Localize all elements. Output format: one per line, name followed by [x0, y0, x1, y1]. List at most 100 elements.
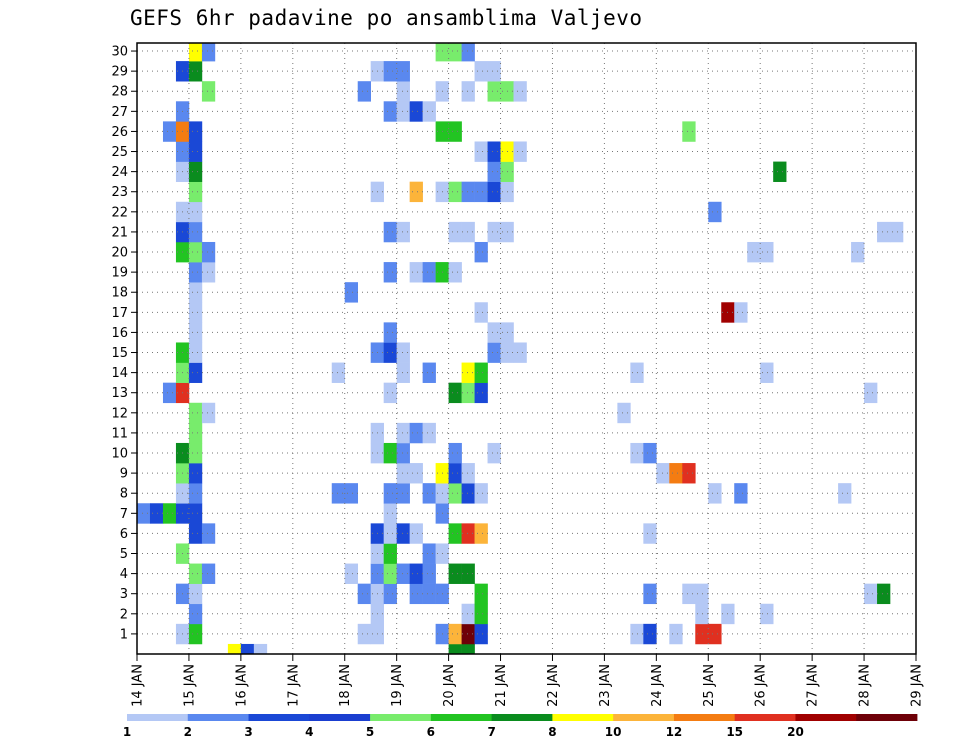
x-tick-label: 14 JAN	[131, 664, 146, 707]
heatmap-cell	[448, 121, 462, 142]
y-tick-label: 28	[111, 85, 128, 100]
heatmap-cell	[331, 362, 346, 383]
heatmap-cell	[422, 543, 436, 564]
heatmap-cell	[396, 362, 410, 383]
y-tick-label: 22	[111, 205, 128, 220]
heatmap-cell	[461, 463, 475, 484]
heatmap-cell	[188, 161, 203, 182]
heatmap-cell	[643, 623, 657, 645]
heatmap-cell	[461, 362, 475, 383]
heatmap-cell	[448, 181, 462, 203]
heatmap-cell	[409, 523, 423, 544]
heatmap-cell	[422, 483, 436, 504]
heatmap-cell	[188, 442, 203, 464]
heatmap-cell	[448, 643, 462, 654]
legend-label: 4	[305, 725, 313, 739]
y-tick-label: 7	[120, 507, 128, 522]
heatmap-cell	[383, 483, 397, 504]
legend-swatch	[491, 714, 553, 721]
heatmap-cell	[864, 382, 878, 404]
y-tick-label: 10	[111, 447, 128, 462]
heatmap-cell	[734, 302, 748, 323]
heatmap-cell	[461, 563, 475, 584]
heatmap-cell	[188, 463, 203, 484]
heatmap-cell	[188, 623, 203, 645]
heatmap-cell	[773, 161, 787, 182]
heatmap-cell	[474, 181, 488, 203]
y-tick-label: 2	[120, 607, 128, 622]
heatmap-cell	[487, 322, 501, 343]
legend-label: 20	[787, 725, 804, 739]
heatmap-cell	[487, 81, 501, 102]
heatmap-cell	[188, 342, 203, 363]
legend-swatch	[856, 714, 918, 721]
heatmap-cell	[474, 141, 488, 162]
heatmap-cell	[643, 523, 657, 544]
heatmap-cell	[747, 241, 761, 263]
heatmap-cell	[396, 61, 410, 82]
heatmap-cell	[448, 382, 462, 404]
heatmap-cell	[409, 583, 423, 605]
heatmap-cell	[383, 221, 397, 243]
y-tick-label: 4	[120, 567, 128, 582]
heatmap-cell	[253, 643, 268, 654]
heatmap-cell	[669, 623, 683, 645]
y-tick-label: 21	[111, 225, 128, 240]
heatmap-cell	[461, 643, 475, 654]
x-tick-label: 23 JAN	[598, 664, 613, 707]
legend-swatch	[127, 714, 189, 721]
heatmap-cell	[383, 322, 397, 343]
heatmap-cell	[448, 623, 462, 645]
heatmap-cell	[188, 221, 203, 243]
heatmap-cell	[383, 61, 397, 82]
heatmap-cell	[201, 563, 216, 584]
legend-label: 5	[366, 725, 374, 739]
heatmap-cell	[734, 483, 748, 504]
heatmap-cell	[383, 563, 397, 584]
heatmap-cell	[877, 221, 891, 243]
heatmap-cell	[409, 563, 423, 584]
heatmap-cell	[357, 583, 371, 605]
heatmap-cell	[461, 483, 475, 504]
x-tick-label: 21 JAN	[494, 664, 509, 707]
heatmap-cell	[708, 623, 722, 645]
heatmap-cell	[188, 483, 203, 504]
y-tick-label: 19	[111, 266, 128, 281]
legend-label: 6	[427, 725, 435, 739]
heatmap-cell	[396, 342, 410, 363]
heatmap-cell	[396, 422, 410, 444]
legend-label: 10	[605, 725, 622, 739]
heatmap-cell	[188, 362, 203, 383]
y-tick-label: 1	[120, 627, 128, 642]
heatmap-cell	[344, 563, 359, 584]
heatmap-cell	[396, 101, 410, 122]
heatmap-cell	[448, 43, 462, 62]
x-tick-label: 20 JAN	[442, 664, 457, 707]
y-tick-label: 14	[111, 366, 128, 381]
legend-swatch	[430, 714, 493, 721]
heatmap-cell	[682, 463, 696, 484]
legend-swatch	[613, 714, 675, 721]
heatmap-cell	[513, 81, 527, 102]
heatmap-cell	[188, 282, 203, 303]
heatmap-cell	[838, 483, 852, 504]
x-tick-label: 18 JAN	[338, 664, 353, 707]
x-tick-label: 16 JAN	[234, 664, 249, 707]
heatmap-cell	[864, 583, 878, 605]
heatmap-cell	[409, 262, 423, 283]
heatmap-cell	[188, 121, 203, 142]
heatmap-cell	[383, 543, 397, 564]
heatmap-cell	[461, 623, 475, 645]
heatmap-cell	[201, 81, 216, 102]
legend-swatch	[673, 714, 736, 721]
heatmap-cell	[708, 201, 722, 223]
heatmap-cell	[383, 503, 397, 524]
heatmap-cell	[383, 523, 397, 544]
heatmap-cell	[137, 503, 151, 524]
heatmap-cells	[137, 43, 904, 654]
x-tick-label: 27 JAN	[806, 664, 821, 707]
heatmap-cell	[331, 483, 346, 504]
heatmap-cell	[396, 523, 410, 544]
heatmap-cell	[474, 61, 488, 82]
heatmap-cell	[422, 262, 436, 283]
